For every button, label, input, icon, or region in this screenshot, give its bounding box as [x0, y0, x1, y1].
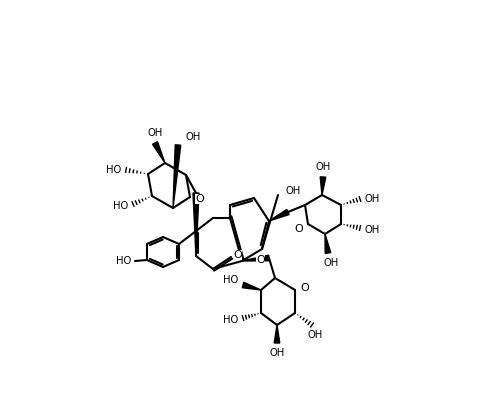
Text: HO: HO [116, 256, 131, 266]
Text: OH: OH [364, 194, 379, 204]
Text: HO: HO [222, 315, 238, 325]
Text: O: O [256, 255, 264, 265]
Text: HO: HO [106, 165, 121, 175]
Polygon shape [324, 234, 330, 253]
Text: O: O [233, 250, 242, 260]
Polygon shape [173, 145, 181, 208]
Text: HO: HO [112, 201, 128, 211]
Text: OH: OH [186, 132, 201, 142]
Polygon shape [319, 177, 325, 195]
Text: OH: OH [315, 162, 330, 172]
Text: OH: OH [307, 330, 322, 340]
Text: OH: OH [269, 348, 284, 358]
Polygon shape [242, 282, 260, 290]
Polygon shape [273, 325, 279, 343]
Text: HO: HO [222, 275, 238, 285]
Text: O: O [300, 283, 308, 293]
Text: OH: OH [323, 258, 338, 268]
Text: OH: OH [364, 225, 379, 235]
Text: OH: OH [147, 128, 162, 138]
Polygon shape [242, 255, 269, 261]
Polygon shape [193, 193, 198, 256]
Polygon shape [269, 210, 288, 221]
Text: O: O [195, 194, 203, 204]
Polygon shape [152, 142, 165, 163]
Text: OH: OH [286, 186, 301, 196]
Text: O: O [294, 224, 302, 234]
